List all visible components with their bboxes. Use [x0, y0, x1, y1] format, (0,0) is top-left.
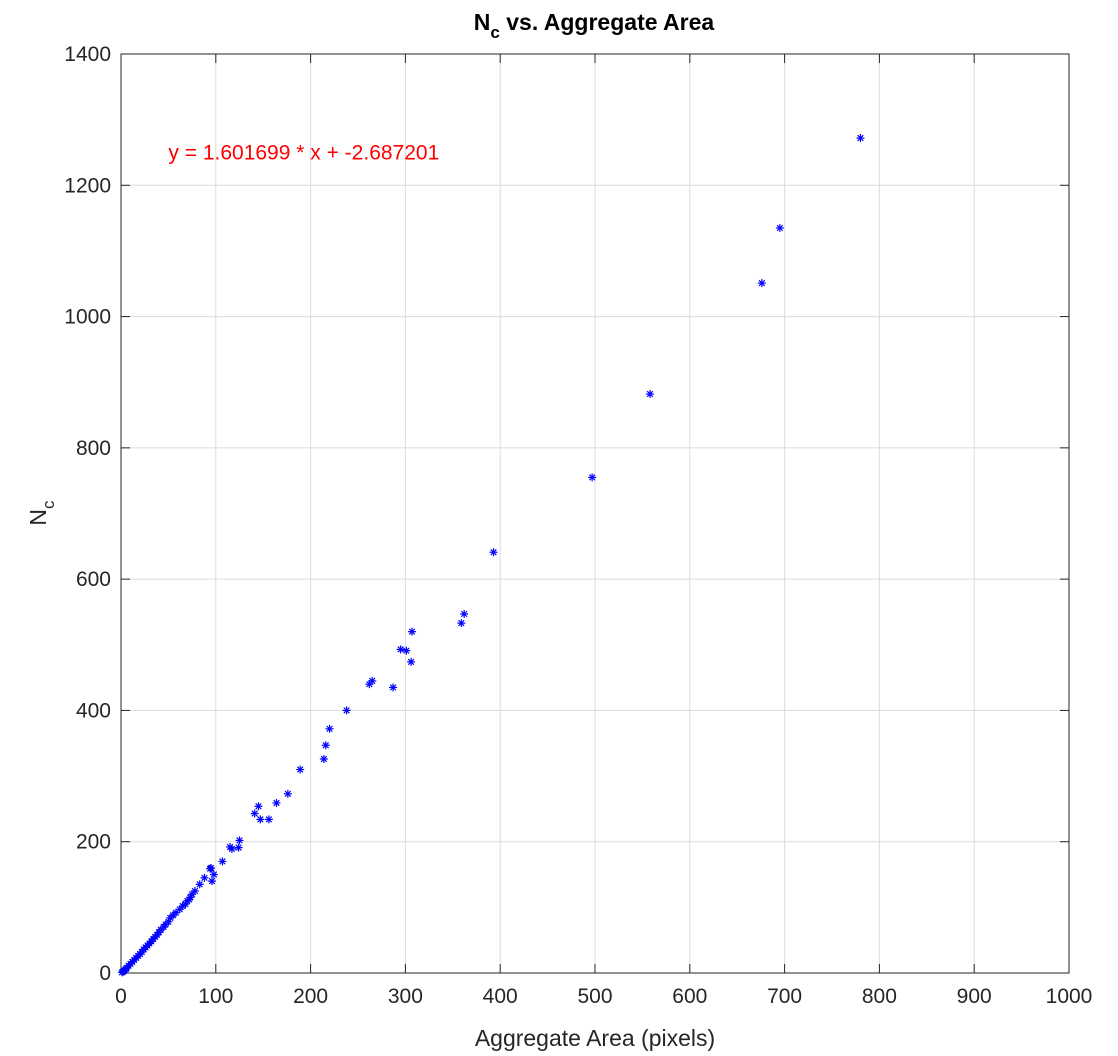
y-tick-label: 1200	[64, 174, 111, 197]
y-axis-label-main: N	[25, 509, 51, 526]
data-point	[319, 755, 328, 764]
data-point	[206, 864, 215, 873]
chart-title-rest: vs. Aggregate Area	[500, 9, 715, 35]
data-point	[181, 900, 190, 909]
data-point	[226, 842, 235, 851]
y-tick-label: 1400	[64, 43, 111, 66]
data-point	[342, 706, 351, 715]
data-point	[396, 645, 405, 654]
data-point	[402, 646, 411, 655]
data-point	[407, 657, 416, 666]
x-tick-label: 900	[957, 985, 992, 1008]
x-tick-label: 100	[198, 985, 233, 1008]
data-point	[457, 619, 466, 628]
y-tick-label: 600	[76, 568, 111, 591]
data-point	[264, 815, 273, 824]
axis-ticks	[120, 53, 1070, 974]
y-tick-label: 1000	[64, 306, 111, 329]
data-point	[195, 880, 204, 889]
x-tick-label: 800	[862, 985, 897, 1008]
x-tick-label: 500	[577, 985, 612, 1008]
chart-title-main: N	[474, 9, 491, 35]
x-tick-label: 300	[388, 985, 423, 1008]
y-axis-label: Nc	[25, 500, 58, 526]
data-point	[408, 627, 417, 636]
data-point	[645, 390, 654, 399]
data-point	[856, 134, 865, 143]
x-tick-label: 400	[483, 985, 518, 1008]
data-point	[218, 857, 227, 866]
data-point	[296, 765, 305, 774]
data-point	[460, 609, 469, 618]
x-tick-label: 600	[672, 985, 707, 1008]
x-axis-label: Aggregate Area (pixels)	[475, 1025, 715, 1051]
x-tick-labels: 0 100 200 300 400 500 600 700 800 900 1000	[115, 985, 1092, 1008]
data-point	[325, 724, 334, 733]
data-point	[200, 873, 209, 882]
y-tick-label: 800	[76, 437, 111, 460]
fit-equation-annotation: y = 1.601699 * x + -2.687201	[168, 141, 439, 164]
chart-title: Nc vs. Aggregate Area	[474, 9, 715, 42]
x-tick-label: 1000	[1046, 985, 1093, 1008]
y-tick-label: 200	[76, 831, 111, 854]
data-point	[588, 473, 597, 482]
x-tick-label: 200	[293, 985, 328, 1008]
x-tick-label: 0	[115, 985, 127, 1008]
y-axis-label-subscript: c	[39, 500, 58, 509]
x-tick-label: 700	[767, 985, 802, 1008]
data-point	[489, 548, 498, 557]
data-point	[250, 809, 259, 818]
data-point	[757, 279, 766, 288]
data-points	[117, 134, 865, 977]
data-point	[283, 789, 292, 798]
data-point	[208, 877, 217, 886]
chart-title-subscript: c	[490, 23, 499, 42]
data-point	[254, 802, 263, 811]
y-tick-labels: 0 200 400 600 800 1000 1200 1400	[64, 43, 111, 985]
data-point	[209, 870, 218, 879]
data-point	[775, 223, 784, 232]
data-point	[365, 680, 374, 689]
data-point	[117, 968, 126, 977]
y-tick-label: 0	[99, 962, 111, 985]
data-point	[235, 836, 244, 845]
data-point	[272, 798, 281, 807]
y-tick-label: 400	[76, 699, 111, 722]
data-point	[389, 683, 398, 692]
data-point	[256, 815, 265, 824]
data-point	[234, 843, 243, 852]
data-point	[321, 741, 330, 750]
